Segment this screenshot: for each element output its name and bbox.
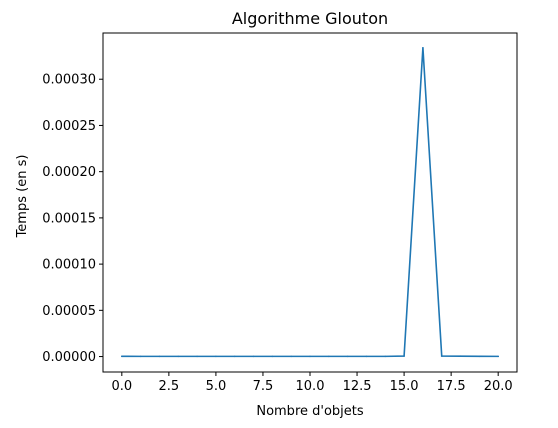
data-point bbox=[403, 355, 405, 357]
x-tick-label: 10.0 bbox=[296, 379, 325, 394]
data-point bbox=[346, 355, 349, 358]
x-tick-label: 15.0 bbox=[390, 379, 419, 394]
y-tick-label: 0.00025 bbox=[42, 119, 96, 134]
data-point bbox=[233, 355, 236, 358]
y-tick-label: 0.00030 bbox=[42, 73, 96, 88]
data-point bbox=[328, 355, 330, 358]
x-tick-label: 0.0 bbox=[111, 379, 132, 394]
series-layer bbox=[121, 46, 499, 358]
data-point bbox=[177, 355, 180, 358]
y-tick-label: 0.00020 bbox=[42, 165, 96, 180]
x-axis-label: Nombre d'objets bbox=[256, 404, 364, 419]
data-point bbox=[252, 355, 255, 358]
data-point bbox=[271, 355, 274, 358]
data-point bbox=[440, 355, 443, 357]
x-tick-label: 2.5 bbox=[159, 379, 180, 394]
x-tick-label: 12.5 bbox=[343, 379, 372, 394]
plot-area-frame bbox=[102, 32, 518, 373]
data-point bbox=[121, 355, 123, 358]
data-point bbox=[290, 355, 292, 358]
ticks-layer: 0.0 2.5 5.0 7.5 10.0 12.5 15.0 17.5 20.0 0.00000 0… bbox=[42, 73, 512, 394]
data-point bbox=[139, 355, 142, 358]
x-tick-label: 17.5 bbox=[437, 379, 466, 394]
data-point bbox=[422, 46, 424, 49]
y-tick-label: 0.00010 bbox=[42, 258, 96, 273]
chart-title: Algorithme Glouton bbox=[232, 9, 388, 28]
data-point bbox=[497, 355, 499, 358]
y-axis-label: Temps (en s) bbox=[15, 155, 30, 239]
data-point bbox=[215, 355, 217, 358]
data-point bbox=[158, 355, 161, 358]
data-point bbox=[459, 355, 462, 357]
y-tick-label: 0.00000 bbox=[42, 350, 96, 365]
y-tick-label: 0.00015 bbox=[42, 211, 96, 226]
data-point bbox=[365, 355, 368, 358]
x-tick-label: 20.0 bbox=[484, 379, 513, 394]
data-point bbox=[478, 355, 481, 358]
data-point bbox=[196, 355, 198, 358]
data-point bbox=[309, 355, 311, 358]
x-tick-label: 7.5 bbox=[253, 379, 274, 394]
data-point bbox=[384, 355, 387, 358]
x-tick-label: 5.0 bbox=[206, 379, 227, 394]
y-tick-label: 0.00005 bbox=[42, 304, 96, 319]
